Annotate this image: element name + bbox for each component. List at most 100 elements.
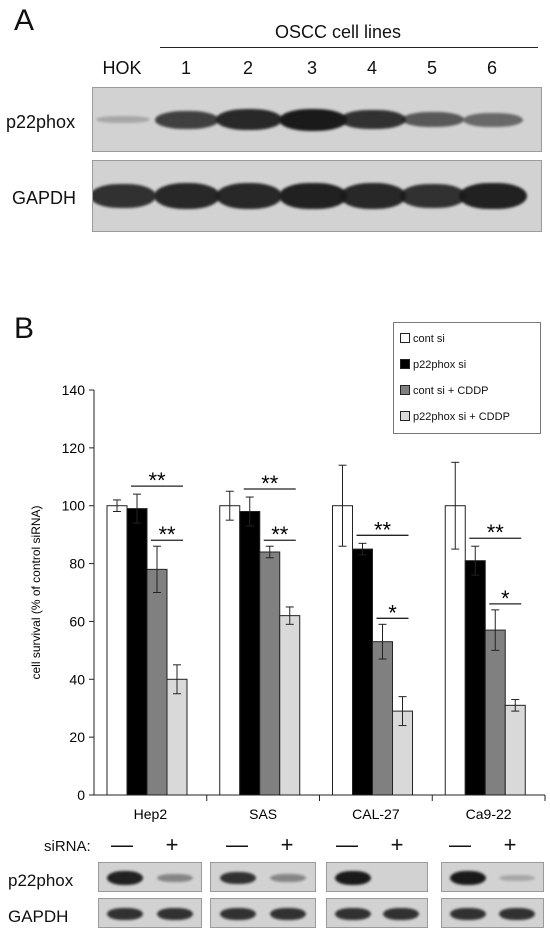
blot-band bbox=[270, 907, 307, 921]
bar bbox=[372, 641, 393, 796]
blot-band bbox=[219, 871, 256, 885]
bar bbox=[219, 505, 241, 796]
bar bbox=[352, 548, 373, 796]
lane-label: 2 bbox=[242, 58, 253, 78]
lane-label: 5 bbox=[426, 58, 437, 78]
x-category-label: Ca9-22 bbox=[466, 806, 512, 822]
blot-band bbox=[96, 115, 150, 124]
blot-band bbox=[499, 907, 536, 921]
legend-entry: cont si + CDDP bbox=[400, 385, 489, 397]
sirna-mark: + bbox=[503, 832, 517, 857]
x-category-label: Hep2 bbox=[134, 806, 168, 822]
sirna-mark: — bbox=[449, 832, 471, 857]
blot-row-label-gapdh: GAPDH bbox=[12, 188, 77, 208]
blot-b-strip bbox=[210, 898, 316, 928]
bar bbox=[106, 505, 128, 796]
blot-band bbox=[107, 871, 143, 885]
blot-b-strip bbox=[441, 862, 544, 892]
blot-band bbox=[499, 874, 536, 882]
blot-band bbox=[334, 871, 371, 885]
lane-label: 3 bbox=[306, 58, 317, 78]
blot-b-row-label-gapdh: GAPDH bbox=[8, 907, 69, 926]
blot-band bbox=[449, 907, 486, 921]
blot-band bbox=[279, 182, 347, 210]
legend-entry: p22phox si bbox=[400, 359, 466, 371]
legend-swatch bbox=[400, 359, 410, 369]
legend-label: cont si + CDDP bbox=[413, 385, 489, 397]
sirna-label: siRNA: bbox=[44, 838, 91, 855]
sirna-mark: + bbox=[280, 832, 294, 857]
blot-b-strip bbox=[326, 862, 428, 892]
lane-label: HOK bbox=[102, 58, 142, 78]
lane-label: 4 bbox=[366, 58, 377, 78]
legend-label: p22phox si + CDDP bbox=[413, 411, 510, 423]
sirna-mark: — bbox=[111, 832, 133, 857]
y-tick-label: 140 bbox=[62, 382, 86, 398]
significance-stars: * bbox=[501, 586, 510, 611]
blot-band bbox=[334, 907, 371, 921]
blot-band bbox=[402, 111, 464, 128]
blot-band bbox=[340, 109, 406, 130]
chart-legend: cont si p22phox si cont si + CDDP p22phox s… bbox=[393, 322, 541, 434]
blot-b-strip bbox=[98, 898, 202, 928]
x-category-label: CAL-27 bbox=[352, 806, 400, 822]
sirna-mark: — bbox=[336, 832, 358, 857]
lane-label: 6 bbox=[486, 58, 497, 78]
sirna-mark: — bbox=[226, 832, 248, 857]
significance-stars: ** bbox=[487, 520, 505, 545]
blot-band bbox=[449, 871, 486, 885]
legend-swatch bbox=[400, 333, 410, 343]
bar bbox=[484, 629, 506, 796]
y-tick-label: 120 bbox=[62, 440, 86, 456]
blot-band bbox=[279, 108, 347, 131]
legend-swatch bbox=[400, 411, 410, 421]
blot-band bbox=[93, 183, 156, 209]
y-tick-label: 40 bbox=[69, 671, 85, 687]
oscc-group-line bbox=[160, 47, 538, 48]
blot-band bbox=[155, 110, 219, 129]
bar bbox=[279, 615, 301, 796]
significance-stars: ** bbox=[374, 517, 392, 542]
blot-band bbox=[153, 183, 221, 209]
bar-chart: 0 20 40 60 80 100 120 140 cell survival (% of co… bbox=[29, 382, 546, 822]
blot-band bbox=[156, 907, 193, 921]
blot-b-strip bbox=[98, 862, 202, 892]
blot-a-gapdh bbox=[92, 160, 542, 232]
legend-entry: p22phox si + CDDP bbox=[400, 411, 510, 423]
y-tick-label: 20 bbox=[69, 729, 85, 745]
lane-label: 1 bbox=[180, 58, 191, 78]
y-tick-label: 0 bbox=[77, 787, 85, 803]
blot-band bbox=[463, 112, 523, 127]
legend-swatch bbox=[400, 385, 410, 395]
legend-label: p22phox si bbox=[413, 359, 467, 371]
blot-band bbox=[383, 907, 420, 921]
significance-stars: ** bbox=[271, 522, 289, 547]
significance-stars: ** bbox=[261, 471, 279, 496]
bar bbox=[146, 568, 168, 796]
blot-band bbox=[215, 109, 283, 130]
blot-band bbox=[215, 183, 283, 209]
y-tick-label: 100 bbox=[62, 498, 86, 514]
significance-stars: * bbox=[388, 600, 397, 625]
blot-row-label-p22phox: p22phox bbox=[6, 112, 76, 132]
bar bbox=[464, 560, 486, 796]
bar bbox=[239, 511, 261, 796]
blot-band bbox=[107, 907, 143, 921]
bar bbox=[126, 508, 148, 796]
panel-a-letter: A bbox=[14, 4, 35, 37]
blot-band bbox=[339, 183, 407, 209]
blot-band bbox=[156, 873, 193, 883]
blot-band bbox=[459, 182, 527, 210]
bar bbox=[259, 551, 281, 796]
significance-stars: ** bbox=[148, 468, 166, 493]
x-category-label: SAS bbox=[249, 806, 277, 822]
oscc-group-label: OSCC cell lines bbox=[275, 22, 402, 42]
y-tick-label: 60 bbox=[69, 613, 85, 629]
blot-b-strip bbox=[441, 898, 544, 928]
blot-a-p22phox bbox=[92, 87, 542, 152]
sirna-mark: + bbox=[165, 832, 179, 857]
panel-b-letter: B bbox=[14, 312, 35, 345]
y-axis-label: cell survival (% of control siRNA) bbox=[29, 505, 43, 679]
sirna-mark: + bbox=[390, 832, 404, 857]
bar bbox=[504, 704, 526, 796]
